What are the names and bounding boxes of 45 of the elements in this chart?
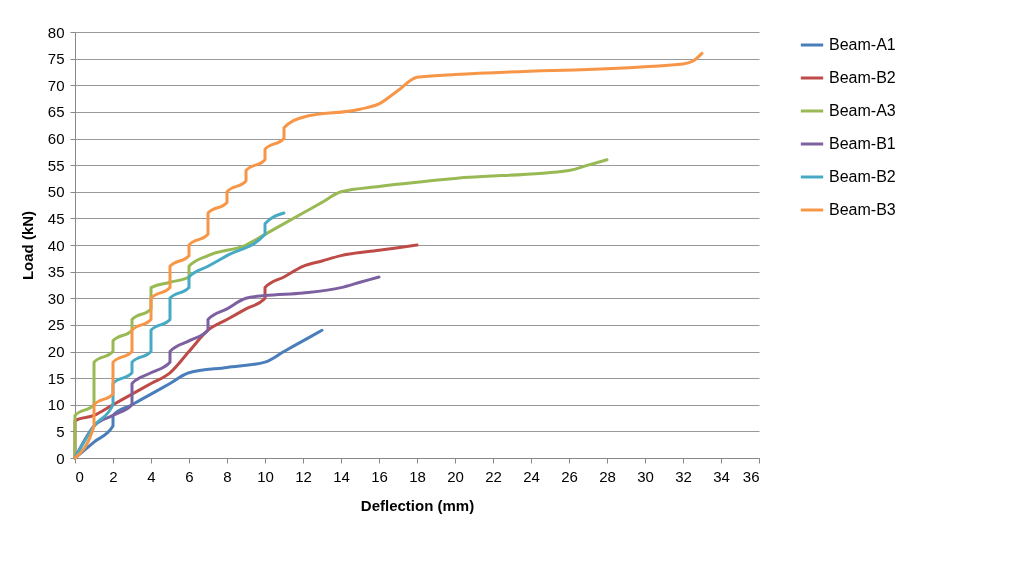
x-tick-label: 6 [185,467,194,485]
x-tick-label: 0 [75,467,84,485]
x-tick-label: 2 [109,467,118,485]
line-series [73,51,704,460]
legend-label: Beam-A3 [829,102,896,119]
x-tick-label: 30 [637,467,654,485]
y-tick-label: 20 [47,343,65,360]
y-tick-label: 25 [47,316,65,334]
legend-label: Beam-B3 [829,201,896,218]
y-tick-label: 80 [47,23,65,41]
x-tick-label: 26 [561,467,578,485]
y-tick-label: 60 [47,130,65,147]
y-tick-label: 70 [47,76,65,94]
x-tick-label: 12 [295,467,312,485]
x-tick-label: 24 [523,467,540,485]
x-tick-label: 20 [447,467,464,485]
x-tick-label: 28 [599,467,616,485]
x-axis-title: Deflection (mm) [360,496,475,514]
y-tick-label: 30 [47,289,65,307]
x-tick-label: 34 [713,467,730,485]
x-tick-label: 14 [333,467,350,485]
y-tick-label: 75 [47,50,65,68]
y-tick-label: 40 [47,236,65,254]
y-tick-label: 0 [56,449,65,467]
legend-label: Beam-A1 [829,36,896,53]
y-tick-label: 65 [47,103,65,121]
legend-label: Beam-B2 [829,69,896,86]
x-tick-label: 8 [223,467,232,485]
legend-label: Beam-B2 [829,168,896,185]
y-tick-label: 5 [56,422,65,440]
y-tick-label: 10 [47,396,65,414]
x-tick-label: 32 [675,467,692,485]
x-tick-label: 22 [485,467,502,485]
x-tick-label: 18 [409,467,426,485]
x-tick-label: 16 [371,467,388,485]
y-tick-label: 50 [47,183,65,201]
y-tick-label: 55 [47,156,65,174]
x-tick-label: 4 [147,467,156,485]
x-tick-label: 36 [742,467,760,485]
y-tick-label: 15 [47,369,65,387]
x-tick-label: 10 [257,467,274,485]
legend-label: Beam-B1 [829,135,896,152]
y-axis-title: Load (kN) [18,210,36,281]
y-tick-label: 35 [47,263,65,281]
y-tick-label: 45 [47,209,65,227]
